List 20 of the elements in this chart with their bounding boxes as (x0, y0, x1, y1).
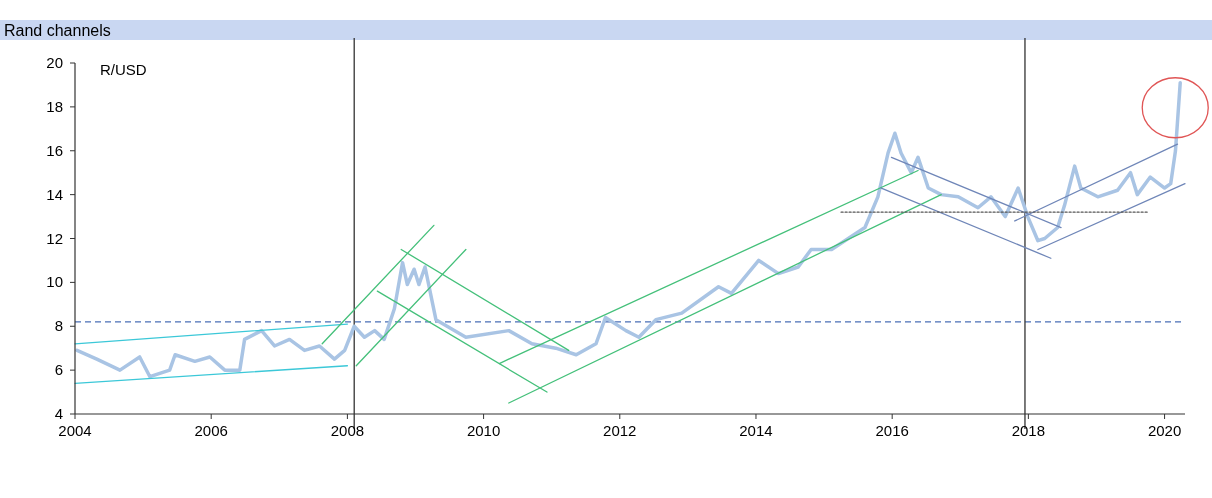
y-tick-label: 6 (54, 361, 63, 379)
y-tick-label: 16 (46, 141, 63, 159)
x-tick-label: 2016 (875, 422, 909, 439)
y-tick-label: 4 (54, 405, 63, 422)
x-tick-label: 2014 (739, 422, 773, 439)
x-tick-label: 2012 (603, 422, 637, 439)
x-tick-label: 2006 (194, 422, 228, 439)
x-tick-label: 2018 (1011, 422, 1046, 439)
y-tick-label: 20 (46, 54, 63, 71)
y-axis-title: R/USD (100, 61, 147, 78)
y-tick-label: 18 (46, 97, 63, 115)
y-tick-label: 8 (54, 317, 63, 335)
y-tick-label: 12 (46, 229, 63, 247)
y-tick-label: 14 (46, 185, 63, 203)
x-tick-label: 2008 (330, 422, 365, 439)
x-tick-label: 2004 (58, 422, 92, 439)
chart-title: Rand channels (4, 22, 111, 39)
x-tick-label: 2010 (466, 422, 501, 439)
x-tick-label: 2020 (1147, 422, 1182, 439)
y-tick-label: 10 (46, 273, 63, 291)
